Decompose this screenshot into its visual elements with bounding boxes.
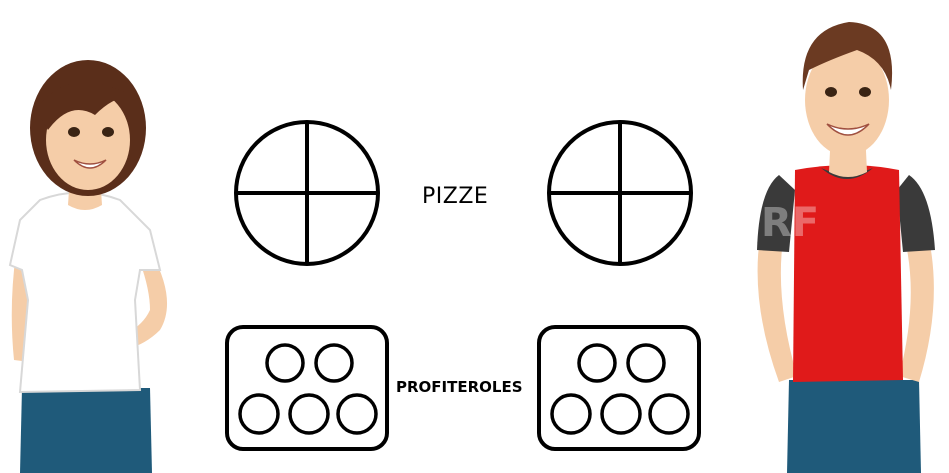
boy-illustration: RF <box>757 22 935 473</box>
pizze-label: PIZZE <box>422 184 489 209</box>
profiteroles-right-icon <box>537 325 701 451</box>
pizza-right-icon <box>547 120 693 266</box>
profiteroles-left-icon <box>225 325 389 451</box>
girl-illustration <box>8 60 168 473</box>
profiteroles-label: PROFITEROLES <box>396 378 523 396</box>
pizza-left-icon <box>234 120 380 266</box>
watermark: RF <box>761 200 819 246</box>
